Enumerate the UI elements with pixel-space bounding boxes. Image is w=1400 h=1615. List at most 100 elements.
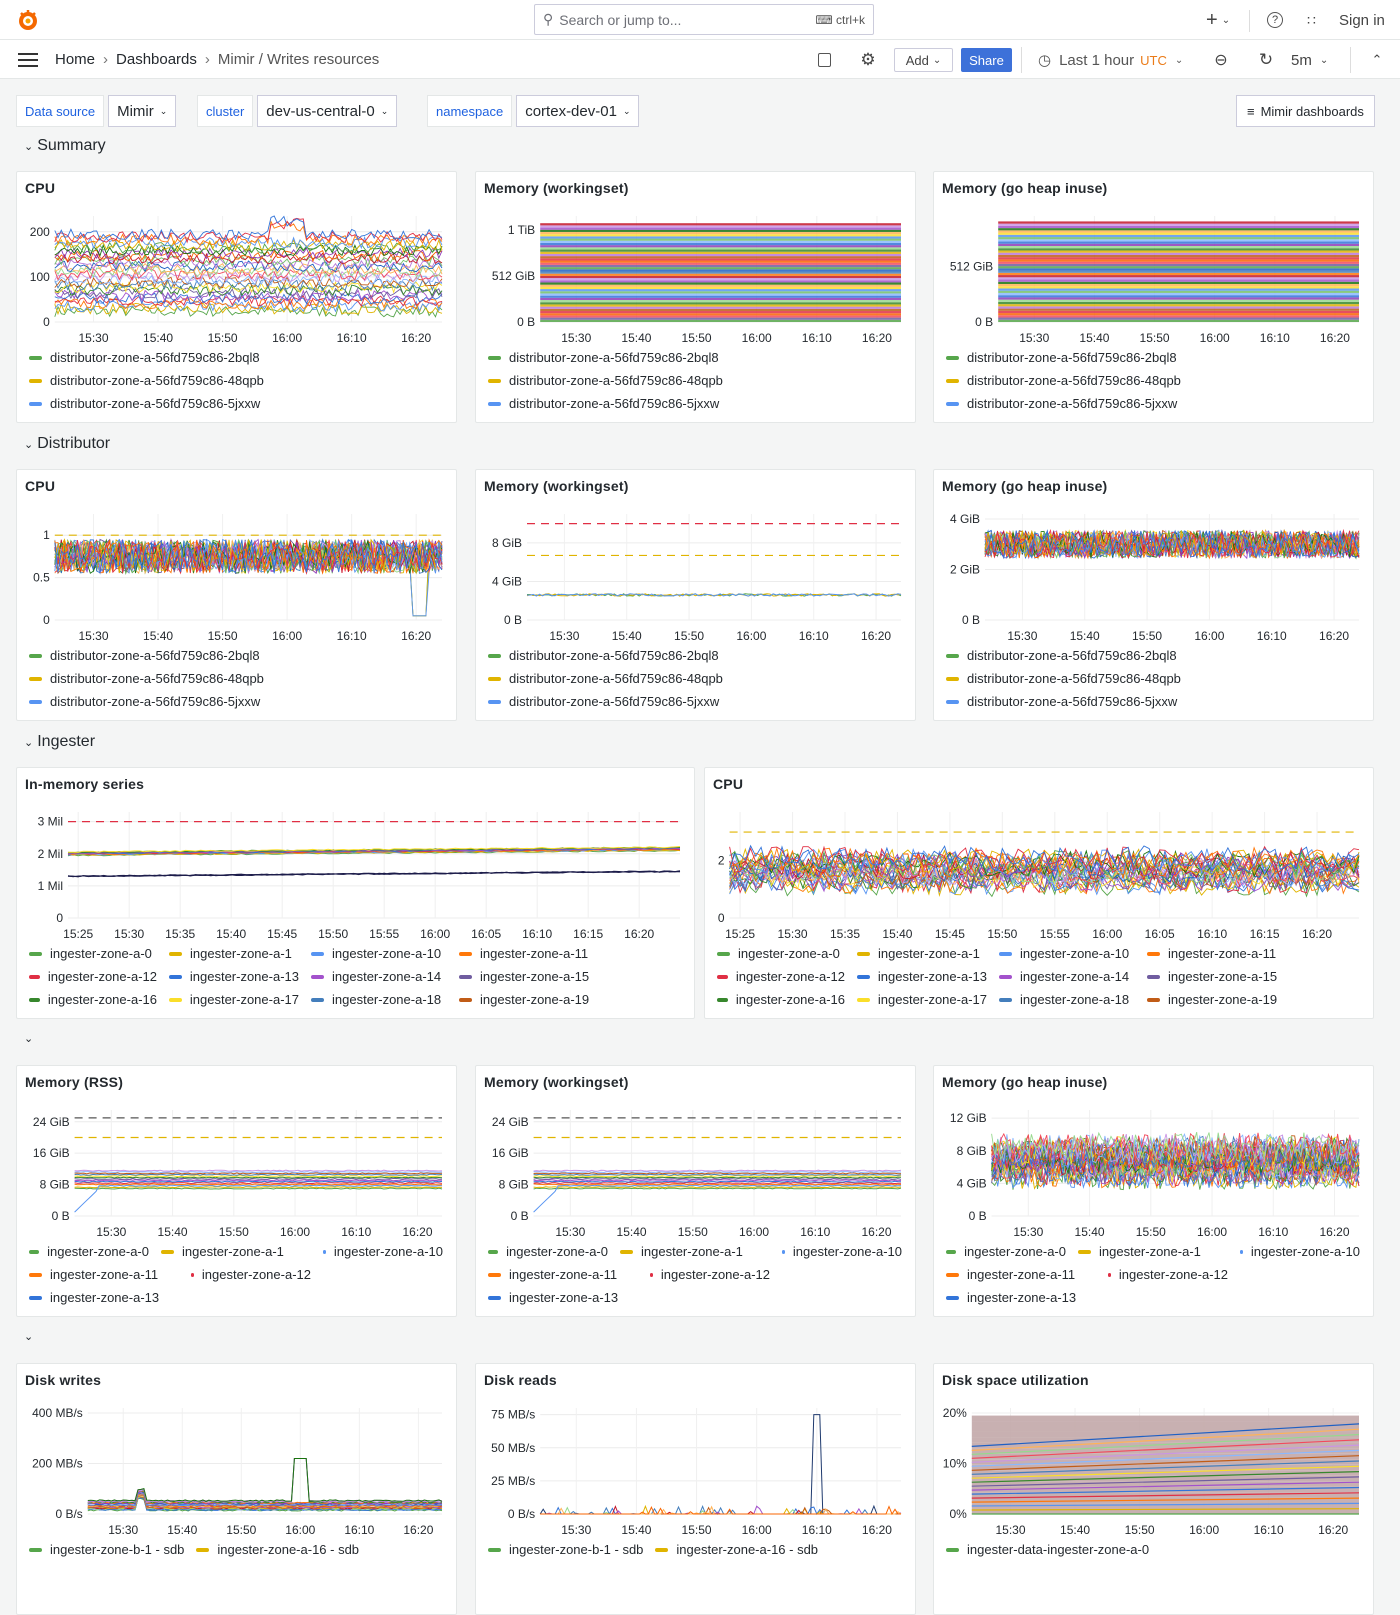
legend-item[interactable]: ingester-zone-a-10 (999, 942, 1135, 965)
legend-item[interactable]: ingester-zone-a-10 (323, 1240, 443, 1263)
legend-item[interactable]: ingester-zone-a-17 (169, 988, 299, 1011)
panel-memory-rss[interactable]: Memory (RSS) 0 B 8 GiB 16 GiB 24 GiB 15:30 15:… (16, 1065, 457, 1317)
legend-item[interactable]: distributor-zone-a-56fd759c86-2bql8 (488, 644, 909, 667)
legend-item[interactable]: ingester-zone-a-11 (1147, 942, 1287, 965)
timeseries-chart[interactable]: 0 B 4 GiB 8 GiB 12 GiB 15:30 15:40 15:50 16:00 1… (942, 1102, 1367, 1242)
legend-item[interactable]: ingester-zone-a-15 (459, 965, 599, 988)
panel-cpu[interactable]: CPU 0 100 200 15:30 15:40 15:50 16:00 16:10 16:20… (16, 171, 457, 423)
timeseries-chart[interactable]: 0 B 4 GiB 8 GiB 15:30 15:40 15:50 16:00 16:10 16… (484, 506, 909, 646)
settings-gear-icon[interactable]: ⚙ (860, 50, 876, 69)
timeseries-chart[interactable]: 0 B 8 GiB 16 GiB 24 GiB 15:30 15:40 15:50 16:00… (484, 1102, 909, 1242)
legend-item[interactable]: distributor-zone-a-56fd759c86-5jxxw (29, 392, 450, 415)
breadcrumb-home[interactable]: Home (55, 51, 96, 68)
panel-memory-workingset[interactable]: Memory (workingset) 0 B 512 GiB 1 TiB 15:30 1… (475, 171, 916, 423)
add-button[interactable]: Add ⌄ (894, 48, 953, 72)
legend-item[interactable]: ingester-data-ingester-zone-a-0 (946, 1538, 1149, 1561)
panel-cpu[interactable]: CPU 0 2 15:25 15:30 15:35 15:40 15:45 15:50 15:55… (704, 767, 1374, 1019)
legend-item[interactable]: ingester-zone-a-1 (1078, 1240, 1228, 1263)
legend-item[interactable]: distributor-zone-a-56fd759c86-2bql8 (488, 346, 909, 369)
row-header[interactable]: ⌄ (24, 1032, 37, 1045)
grafana-logo-icon[interactable] (16, 8, 40, 32)
panel-disk-space-utilization[interactable]: Disk space utilization 0% 10% 20% 15:30 15:40… (933, 1363, 1374, 1615)
panel-in-memory-series[interactable]: In-memory series 0 1 Mil 2 Mil 3 Mil 15:25 15:… (16, 767, 695, 1019)
legend-item[interactable]: ingester-zone-a-16 (29, 988, 157, 1011)
legend-item[interactable]: ingester-zone-a-16 - sdb (196, 1538, 359, 1561)
time-range-picker[interactable]: ◷ Last 1 hour UTC ⌄ (1038, 51, 1184, 70)
legend-item[interactable]: ingester-zone-a-11 (29, 1263, 179, 1286)
mimir-dashboards-button[interactable]: ≡ Mimir dashboards (1236, 95, 1375, 127)
row-header[interactable]: ⌄ Distributor (24, 435, 110, 453)
legend-item[interactable]: ingester-zone-a-1 (161, 1240, 311, 1263)
legend-item[interactable]: ingester-zone-a-17 (857, 988, 987, 1011)
legend-item[interactable]: ingester-zone-a-19 (1147, 988, 1287, 1011)
panel-cpu[interactable]: CPU 0 0.5 1 15:30 15:40 15:50 16:00 16:10 16:20 di… (16, 469, 457, 721)
legend-item[interactable]: ingester-zone-a-11 (459, 942, 599, 965)
legend-item[interactable]: ingester-zone-a-10 (311, 942, 447, 965)
timeseries-chart[interactable]: 0 B 8 GiB 16 GiB 24 GiB 15:30 15:40 15:50 16:00… (25, 1102, 450, 1242)
timeseries-chart[interactable]: 0 B/s 25 MB/s 50 MB/s 75 MB/s 15:30 15:40 15:5… (484, 1400, 909, 1540)
legend-item[interactable]: ingester-zone-a-14 (311, 965, 447, 988)
legend-item[interactable]: ingester-zone-a-1 (620, 1240, 770, 1263)
legend-item[interactable]: ingester-zone-a-15 (1147, 965, 1287, 988)
timeseries-chart[interactable]: 0 2 15:25 15:30 15:35 15:40 15:45 15:50 15:55 16:… (713, 804, 1367, 944)
legend-item[interactable]: distributor-zone-a-56fd759c86-2bql8 (946, 346, 1367, 369)
breadcrumb-dashboards[interactable]: Dashboards (116, 51, 197, 68)
row-header[interactable]: ⌄ Ingester (24, 733, 95, 751)
timeseries-chart[interactable]: 0% 10% 20% 15:30 15:40 15:50 16:00 16:10 16:20 (942, 1400, 1367, 1540)
legend-item[interactable]: ingester-zone-a-12 (191, 1263, 311, 1286)
zoom-out-icon[interactable]: ⊖ (1214, 52, 1228, 69)
panel-memory-go-heap-inuse[interactable]: Memory (go heap inuse) 0 B 512 GiB 15:30 15:… (933, 171, 1374, 423)
help-icon[interactable]: ? (1267, 0, 1283, 40)
share-button[interactable]: Share (961, 48, 1012, 72)
legend-item[interactable]: ingester-zone-a-19 (459, 988, 599, 1011)
panel-disk-reads[interactable]: Disk reads 0 B/s 25 MB/s 50 MB/s 75 MB/s 15:3… (475, 1363, 916, 1615)
timeseries-chart[interactable]: 0 B 512 GiB 15:30 15:40 15:50 16:00 16:10 16:20 (942, 208, 1367, 348)
legend-item[interactable]: ingester-zone-a-0 (29, 1240, 149, 1263)
legend-item[interactable]: ingester-zone-a-13 (946, 1286, 1096, 1309)
search-input[interactable]: ⚲ Search or jump to... ⌨ ctrl+k (534, 4, 874, 35)
legend-item[interactable]: ingester-zone-a-13 (169, 965, 299, 988)
legend-item[interactable]: ingester-zone-a-12 (650, 1263, 770, 1286)
legend-item[interactable]: distributor-zone-a-56fd759c86-5jxxw (946, 392, 1367, 415)
row-header[interactable]: ⌄ Summary (24, 137, 106, 155)
legend-item[interactable]: distributor-zone-a-56fd759c86-48qpb (946, 667, 1367, 690)
namespace-select[interactable]: cortex-dev-01 ⌄ (516, 95, 640, 127)
legend-item[interactable]: distributor-zone-a-56fd759c86-2bql8 (29, 346, 450, 369)
collapse-chevron-up-icon[interactable]: ⌃ (1371, 52, 1383, 67)
rss-feed-icon[interactable]: ∷ (1307, 11, 1316, 28)
legend-item[interactable]: ingester-zone-a-16 - sdb (655, 1538, 818, 1561)
legend-item[interactable]: ingester-zone-b-1 - sdb (488, 1538, 643, 1561)
legend-item[interactable]: distributor-zone-a-56fd759c86-5jxxw (29, 690, 450, 713)
legend-item[interactable]: distributor-zone-a-56fd759c86-5jxxw (946, 690, 1367, 713)
datasource-select[interactable]: Mimir ⌄ (108, 95, 177, 127)
cluster-select[interactable]: dev-us-central-0 ⌄ (257, 95, 398, 127)
timeseries-chart[interactable]: 0 B 512 GiB 1 TiB 15:30 15:40 15:50 16:00 16:10… (484, 208, 909, 348)
sign-in-link[interactable]: Sign in (1339, 11, 1385, 29)
legend-item[interactable]: ingester-zone-a-14 (999, 965, 1135, 988)
legend-item[interactable]: distributor-zone-a-56fd759c86-5jxxw (488, 392, 909, 415)
legend-item[interactable]: ingester-zone-a-11 (488, 1263, 638, 1286)
legend-item[interactable]: ingester-zone-a-12 (717, 965, 845, 988)
legend-item[interactable]: distributor-zone-a-56fd759c86-2bql8 (29, 644, 450, 667)
legend-item[interactable]: distributor-zone-a-56fd759c86-5jxxw (488, 690, 909, 713)
legend-item[interactable]: ingester-zone-b-1 - sdb (29, 1538, 184, 1561)
legend-item[interactable]: ingester-zone-a-16 (717, 988, 845, 1011)
panel-memory-workingset[interactable]: Memory (workingset) 0 B 8 GiB 16 GiB 24 GiB 1… (475, 1065, 916, 1317)
panel-disk-writes[interactable]: Disk writes 0 B/s 200 MB/s 400 MB/s 15:30 15:… (16, 1363, 457, 1615)
legend-item[interactable]: distributor-zone-a-56fd759c86-48qpb (29, 369, 450, 392)
new-button[interactable]: + ⌄ (1206, 0, 1230, 40)
legend-item[interactable]: ingester-zone-a-10 (1240, 1240, 1360, 1263)
legend-item[interactable]: ingester-zone-a-13 (29, 1286, 179, 1309)
panel-memory-workingset[interactable]: Memory (workingset) 0 B 4 GiB 8 GiB 15:30 15:… (475, 469, 916, 721)
legend-item[interactable]: ingester-zone-a-1 (857, 942, 987, 965)
legend-item[interactable]: distributor-zone-a-56fd759c86-48qpb (488, 667, 909, 690)
timeseries-chart[interactable]: 0 0.5 1 15:30 15:40 15:50 16:00 16:10 16:20 (25, 506, 450, 646)
panel-memory-go-heap-inuse[interactable]: Memory (go heap inuse) 0 B 2 GiB 4 GiB 15:30… (933, 469, 1374, 721)
timeseries-chart[interactable]: 0 1 Mil 2 Mil 3 Mil 15:25 15:30 15:35 15:40 15:4… (25, 804, 688, 944)
legend-item[interactable]: distributor-zone-a-56fd759c86-48qpb (946, 369, 1367, 392)
legend-item[interactable]: ingester-zone-a-18 (999, 988, 1135, 1011)
legend-item[interactable]: ingester-zone-a-11 (946, 1263, 1096, 1286)
legend-item[interactable]: ingester-zone-a-10 (782, 1240, 902, 1263)
legend-item[interactable]: ingester-zone-a-12 (1108, 1263, 1228, 1286)
legend-item[interactable]: ingester-zone-a-18 (311, 988, 447, 1011)
